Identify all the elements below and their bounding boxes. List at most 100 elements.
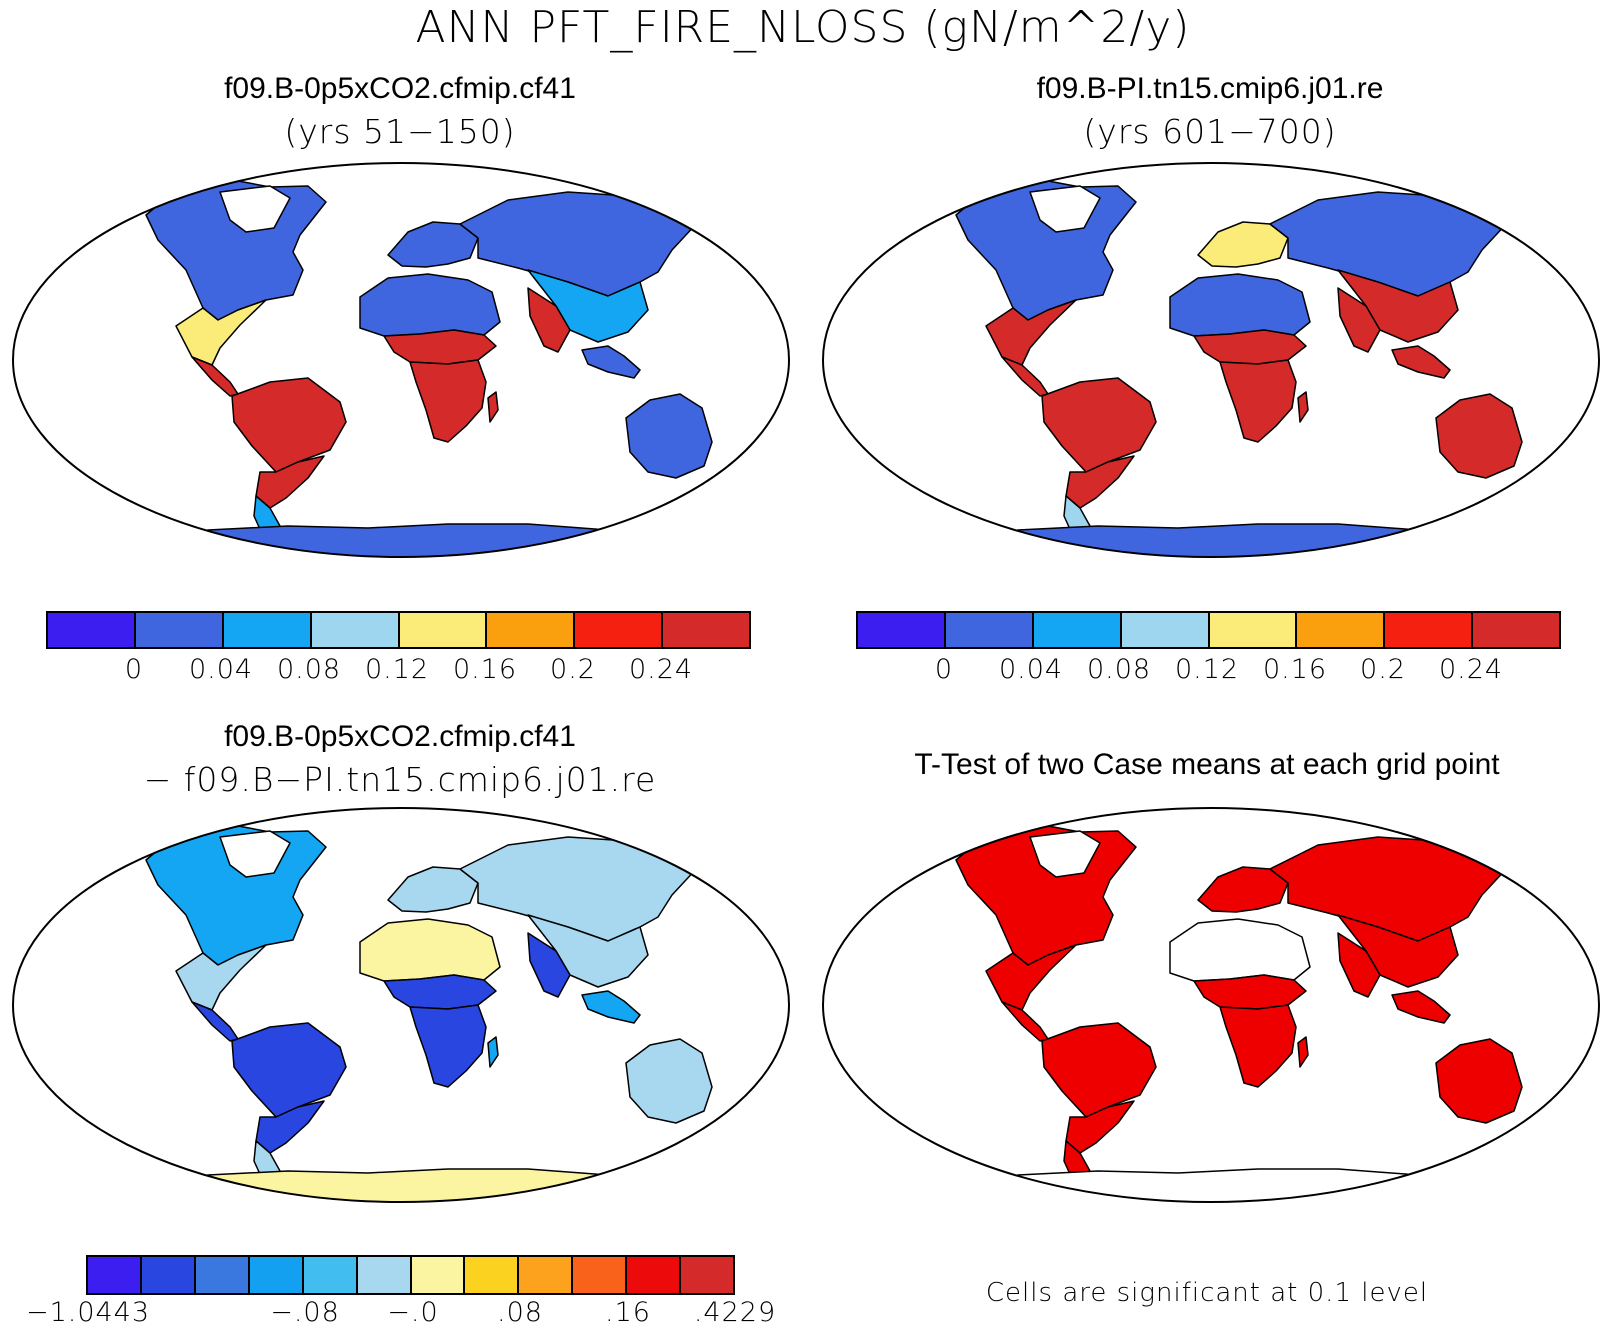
colorbar-swatch: [195, 1257, 250, 1293]
colorbar-swatch: [48, 613, 136, 647]
land-region-centralAm: [191, 356, 239, 397]
cbar-tl-tick: 0.2: [550, 654, 596, 685]
land-region-africaMid: [383, 329, 497, 365]
land-region-australia: [1435, 393, 1523, 479]
land-region-asia: [459, 836, 699, 942]
panel-bl-minus-case: − f09.B−PI.tn15.cmip6.j01.re: [143, 760, 657, 799]
colorbar-swatch: [1297, 613, 1386, 647]
colorbar-swatch: [1385, 613, 1474, 647]
land-region-antarctica: [147, 523, 669, 557]
colorbar-swatch: [399, 613, 488, 647]
land-region-madagascar: [1297, 391, 1309, 423]
cbar-tr-tick: 0.08: [1086, 654, 1152, 685]
land-region-africaS: [409, 1004, 487, 1088]
land-region-asia: [459, 191, 699, 297]
land-region-greenland: [1029, 830, 1101, 878]
land-region-centralAm: [1001, 1001, 1049, 1042]
land-region-saSouth: [255, 455, 325, 509]
land-region-europe: [1197, 221, 1289, 268]
colorbar-top-left: [46, 611, 751, 649]
land-region-africaN: [1169, 918, 1311, 982]
cbar-tr-tick: 0.24: [1438, 654, 1504, 685]
land-region-saSouth: [1065, 455, 1135, 509]
colorbar-swatch: [487, 613, 576, 647]
land-region-saNorth: [1041, 377, 1157, 473]
land-region-india: [1337, 932, 1381, 998]
land-region-madagascar: [487, 1036, 499, 1068]
land-region-madagascar: [487, 391, 499, 423]
land-region-centralAm: [1001, 356, 1049, 397]
colorbar-bottom-left: [86, 1255, 735, 1295]
land-region-africaS: [1219, 1004, 1297, 1088]
map-top-left: [12, 162, 790, 558]
land-region-greenland: [1029, 185, 1101, 233]
map-bottom-right: [822, 807, 1600, 1203]
colorbar-swatch: [627, 1257, 682, 1293]
land-region-antarctica: [147, 1168, 669, 1202]
land-region-maritime: [581, 990, 641, 1024]
colorbar-swatch: [681, 1257, 734, 1293]
land-region-africaS: [409, 359, 487, 443]
cbar-bl-tick: .4229: [693, 1297, 777, 1328]
land-region-saNorth: [1041, 1022, 1157, 1118]
land-region-india: [527, 287, 571, 353]
land-region-africaS: [1219, 359, 1297, 443]
map-top-right: [822, 162, 1600, 558]
cbar-tl-tick: 0.12: [364, 654, 430, 685]
land-region-antarctica: [957, 1168, 1479, 1202]
colorbar-top-right: [856, 611, 1561, 649]
land-region-centralAm: [191, 1001, 239, 1042]
land-region-asia: [1269, 191, 1509, 297]
land-region-saSouth: [1065, 1100, 1135, 1154]
panel-tr-years: (yrs 601−700): [1083, 112, 1337, 151]
colorbar-swatch: [223, 613, 312, 647]
colorbar-swatch: [465, 1257, 520, 1293]
colorbar-swatch: [1121, 613, 1210, 647]
land-region-madagascar: [1297, 1036, 1309, 1068]
land-region-antarctica: [957, 523, 1479, 557]
panel-bl-case-title: f09.B-0p5xCO2.cfmip.cf41: [224, 720, 576, 753]
colorbar-swatch: [573, 1257, 628, 1293]
map-bottom-left: [12, 807, 790, 1203]
land-region-europe: [387, 866, 479, 913]
colorbar-swatch: [88, 1257, 142, 1293]
land-region-naSouth: [985, 944, 1077, 1011]
panel-tl-years: (yrs 51−150): [284, 112, 516, 151]
colorbar-swatch: [411, 1257, 466, 1293]
cbar-bl-tick: .08: [497, 1297, 543, 1328]
colorbar-swatch: [1473, 613, 1559, 647]
land-region-maritime: [581, 345, 641, 379]
land-region-africaMid: [1193, 329, 1307, 365]
panel-br-ttest-title: T-Test of two Case means at each grid po…: [914, 748, 1500, 781]
panel-tr-case-title: f09.B-PI.tn15.cmip6.j01.re: [1036, 72, 1384, 105]
land-region-africaN: [1169, 273, 1311, 337]
cbar-tr-tick: 0: [934, 654, 954, 685]
land-region-africaMid: [383, 974, 497, 1010]
land-region-africaN: [359, 273, 501, 337]
map-border: [12, 162, 790, 558]
cbar-bl-tick: .16: [605, 1297, 651, 1328]
cbar-tr-tick: 0.2: [1360, 654, 1406, 685]
colorbar-swatch: [249, 1257, 304, 1293]
land-region-india: [527, 932, 571, 998]
cbar-tl-tick: 0.08: [276, 654, 342, 685]
land-region-australia: [625, 393, 713, 479]
colorbar-swatch: [1209, 613, 1298, 647]
colorbar-swatch: [663, 613, 749, 647]
colorbar-swatch: [858, 613, 946, 647]
colorbar-swatch: [303, 1257, 358, 1293]
colorbar-swatch: [575, 613, 664, 647]
land-region-australia: [1435, 1038, 1523, 1124]
panel-tl-case-title: f09.B-0p5xCO2.cfmip.cf41: [224, 72, 576, 105]
cbar-tr-tick: 0.16: [1262, 654, 1328, 685]
land-region-maritime: [1391, 990, 1451, 1024]
colorbar-swatch: [945, 613, 1034, 647]
land-region-greenland: [219, 830, 291, 878]
colorbar-swatch: [311, 613, 400, 647]
cbar-bl-tick: −1.0443: [25, 1297, 151, 1328]
land-region-europe: [387, 221, 479, 268]
land-region-saNorth: [231, 1022, 347, 1118]
land-region-naSouth: [985, 299, 1077, 366]
cbar-tr-tick: 0.12: [1174, 654, 1240, 685]
land-region-india: [1337, 287, 1381, 353]
